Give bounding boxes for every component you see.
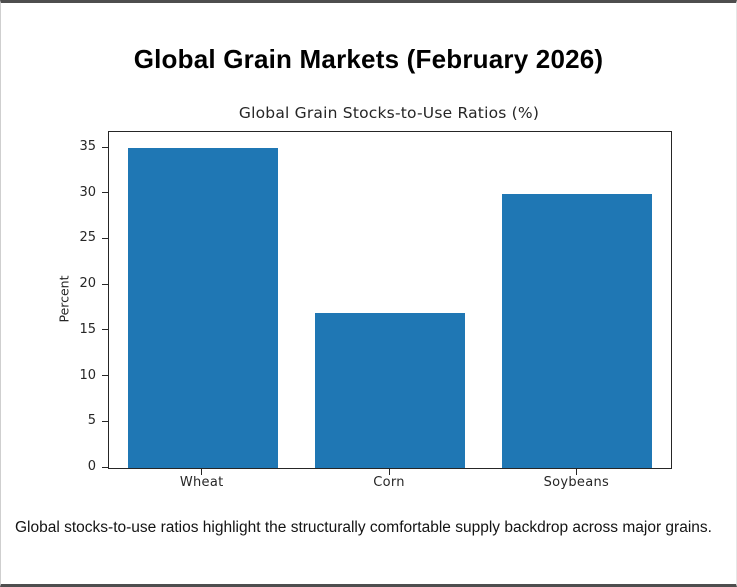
x-tick-label: Soybeans	[543, 475, 610, 490]
bar-corn	[315, 313, 465, 468]
x-tick-mark	[388, 469, 390, 475]
y-tick-label: 35	[79, 139, 96, 154]
x-tick-label: Wheat	[179, 475, 224, 490]
y-tick-mark	[102, 146, 108, 148]
y-tick-label: 30	[79, 184, 96, 200]
y-tick-label: 0	[87, 459, 96, 474]
y-tick-label: 5	[87, 413, 96, 429]
y-tick-label: 10	[79, 367, 96, 383]
y-tick-label: 25	[79, 230, 96, 246]
y-tick-mark	[102, 375, 108, 377]
y-tick-mark	[102, 192, 108, 194]
x-tick-label: Corn	[373, 475, 405, 490]
bar-chart-figure: Global Grain Stocks-to-Use Ratios (%) Pe…	[1, 3, 736, 584]
bar-wheat	[127, 148, 278, 468]
y-tick-label: 20	[79, 276, 96, 292]
y-tick-mark	[102, 420, 108, 422]
y-tick-mark	[102, 283, 108, 285]
bar-soybeans	[502, 194, 653, 468]
chart-title: Global Grain Stocks-to-Use Ratios (%)	[238, 104, 540, 122]
y-tick-mark	[102, 466, 108, 468]
caption-text: Global stocks-to-use ratios highlight th…	[15, 519, 712, 536]
y-tick-mark	[102, 329, 108, 331]
y-tick-mark	[102, 237, 108, 239]
page-title: Global Grain Markets (February 2026)	[133, 44, 604, 74]
y-tick-label: 15	[79, 321, 96, 337]
plot-area	[108, 131, 672, 469]
x-tick-mark	[201, 469, 203, 475]
x-tick-mark	[575, 469, 577, 475]
